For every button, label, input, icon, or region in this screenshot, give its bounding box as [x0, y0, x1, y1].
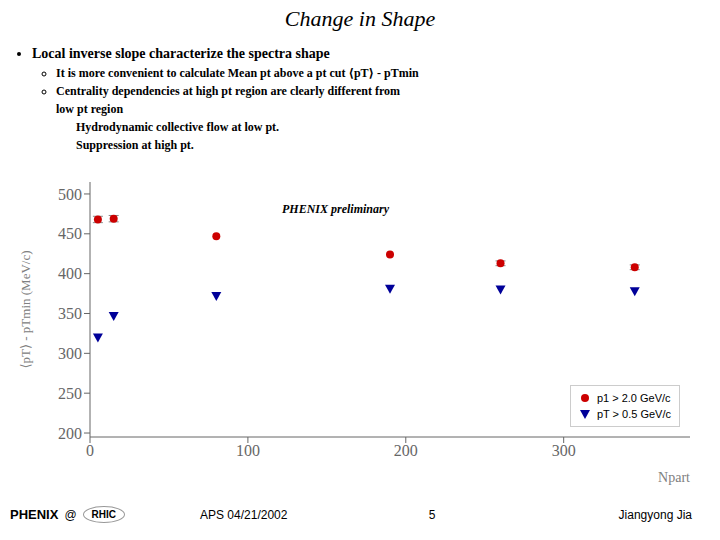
svg-text:100: 100	[236, 442, 260, 459]
html-text:Local inverse slope characteri: Local inverse slope characterize the spe…	[32, 46, 330, 61]
html-text:PHENIX preliminary: PHENIX preliminary	[282, 202, 389, 217]
html-text:low pt region: low pt region	[56, 102, 124, 116]
html-text:pT > 0.5 GeV/c: pT > 0.5 GeV/c	[596, 408, 671, 420]
html-text:Jiangyong Jia: Jiangyong Jia	[618, 508, 692, 522]
svg-text:450: 450	[58, 225, 82, 242]
html-text:RHIC: RHIC	[91, 509, 116, 520]
svg-text:400: 400	[58, 265, 82, 282]
svg-text:⟨pT⟩ - pTmin (MeV/c): ⟨pT⟩ - pTmin (MeV/c)	[18, 250, 33, 368]
html-text:Suppression at high pt.: Suppression at high pt.	[76, 138, 194, 152]
svg-text:300: 300	[552, 442, 576, 459]
html-text:It is more convenient to calcu: It is more convenient to calculate Mean …	[56, 66, 419, 80]
svg-text:Npart: Npart	[658, 470, 690, 485]
html-text:Centrality dependencies at hig: Centrality dependencies at high pt regio…	[56, 84, 401, 98]
html-text:Hydrodynamic collective flow a: Hydrodynamic collective flow at low pt.	[76, 120, 280, 134]
html-text:5: 5	[428, 508, 436, 522]
html-text:Change in Shape: Change in Shape	[284, 6, 436, 31]
svg-text:300: 300	[58, 345, 82, 362]
html-text:PHENIX @: PHENIX @	[10, 507, 77, 522]
svg-text:200: 200	[58, 425, 82, 442]
svg-text:0: 0	[86, 442, 94, 459]
svg-text:500: 500	[58, 186, 82, 203]
svg-text:200: 200	[394, 442, 418, 459]
svg-text:250: 250	[58, 385, 82, 402]
svg-text:350: 350	[58, 305, 82, 322]
html-text:APS 04/21/2002: APS 04/21/2002	[200, 508, 288, 522]
html-text:p1 > 2.0 GeV/c: p1 > 2.0 GeV/c	[596, 392, 671, 404]
